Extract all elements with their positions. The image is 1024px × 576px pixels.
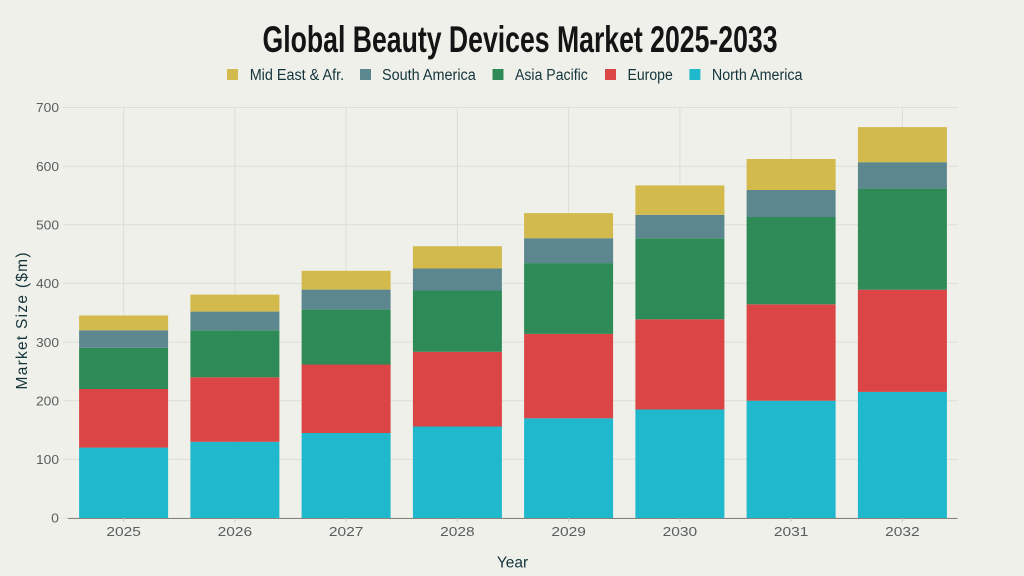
svg-text:0: 0	[51, 511, 59, 526]
svg-text:Asia Pacific: Asia Pacific	[515, 67, 588, 84]
svg-text:2028: 2028	[440, 524, 475, 539]
svg-text:700: 700	[36, 100, 59, 115]
svg-text:2032: 2032	[885, 524, 920, 539]
svg-text:Mid East & Afr.: Mid East & Afr.	[250, 67, 344, 84]
svg-text:2025: 2025	[106, 524, 141, 539]
svg-text:2029: 2029	[551, 524, 586, 539]
svg-text:400: 400	[36, 276, 59, 291]
svg-text:500: 500	[36, 218, 59, 233]
svg-text:2027: 2027	[329, 524, 364, 539]
svg-text:300: 300	[36, 335, 59, 350]
svg-text:Global Beauty Devices Market 2: Global Beauty Devices Market 2025-2033	[263, 19, 778, 60]
svg-text:2031: 2031	[774, 524, 809, 539]
svg-text:Market Size ($m): Market Size ($m)	[14, 253, 31, 390]
svg-text:Year: Year	[497, 554, 528, 571]
svg-text:South America: South America	[382, 67, 476, 84]
svg-text:2026: 2026	[218, 524, 253, 539]
svg-text:100: 100	[36, 452, 59, 467]
svg-text:2030: 2030	[663, 524, 698, 539]
svg-text:200: 200	[36, 393, 59, 408]
svg-text:North America: North America	[712, 67, 803, 84]
svg-text:Europe: Europe	[628, 67, 673, 84]
svg-text:600: 600	[36, 159, 59, 174]
